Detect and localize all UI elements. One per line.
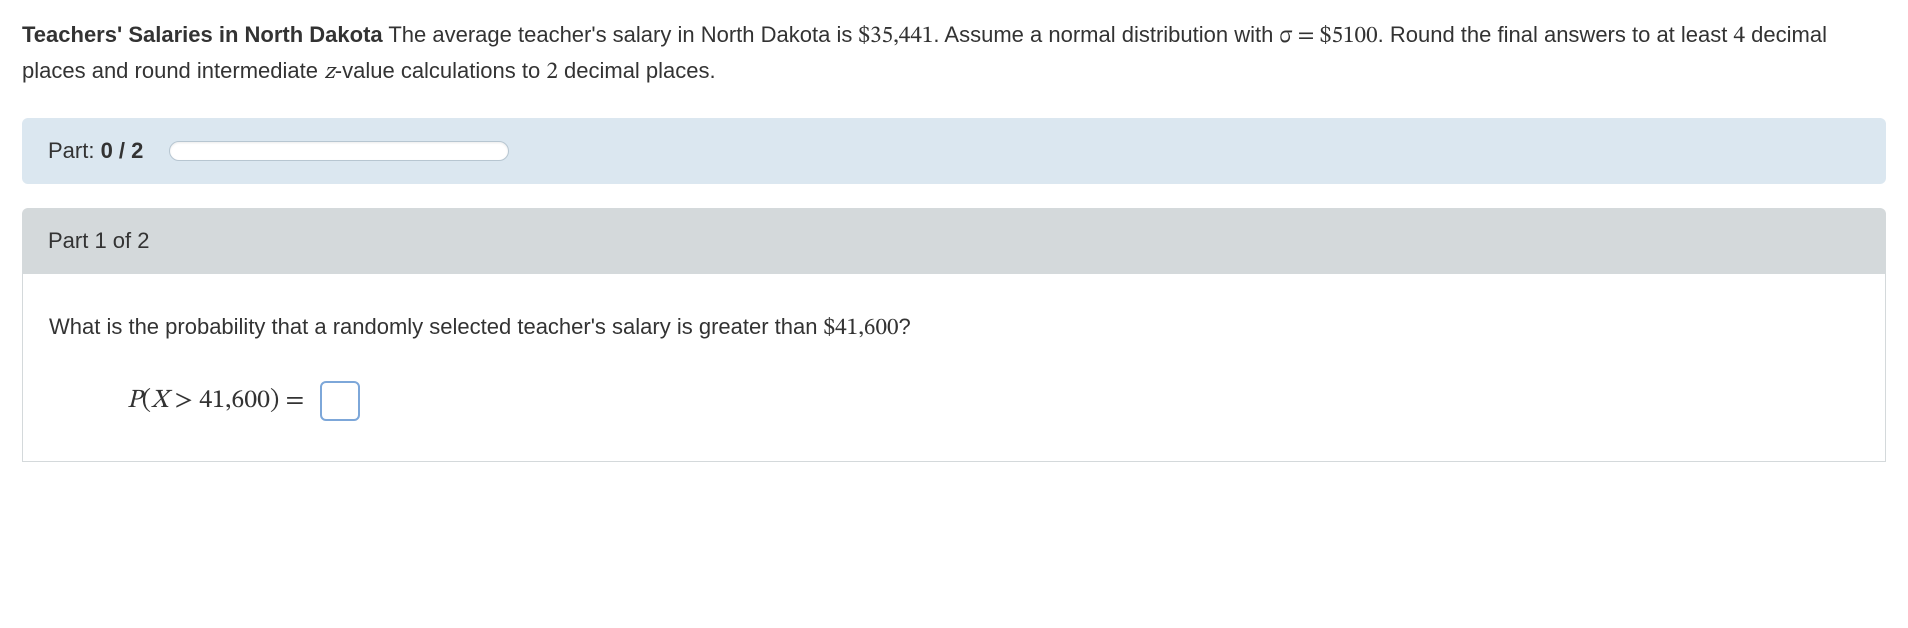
two: 2: [546, 60, 558, 84]
question-text: What is the probability that a randomly …: [49, 310, 1859, 346]
equation-expression: P(X > 41,600) =: [127, 381, 304, 421]
sigma-equals: =: [1292, 24, 1320, 48]
part-header: Part 1 of 2: [22, 208, 1886, 274]
problem-container: Teachers' Salaries in North Dakota The a…: [0, 0, 1908, 492]
question-amount: $41,600: [824, 316, 899, 340]
equals-symbol: =: [279, 388, 304, 414]
sigma-value: $5100: [1320, 24, 1378, 48]
progress-count: 0 / 2: [101, 138, 144, 163]
four: 4: [1734, 24, 1746, 48]
question-after: ?: [899, 314, 911, 339]
progress-track: [169, 141, 509, 161]
X-symbol: X: [151, 388, 168, 414]
mean-value: $35,441: [858, 24, 933, 48]
sigma-symbol: σ: [1279, 24, 1292, 48]
progress-label: Part: 0 / 2: [48, 134, 143, 168]
part-panel: Part 1 of 2 What is the probability that…: [22, 208, 1886, 462]
progress-row: Part: 0 / 2: [22, 118, 1886, 184]
part-body: What is the probability that a randomly …: [22, 274, 1886, 461]
text-5: decimal places.: [558, 58, 716, 83]
gt-symbol: >: [168, 388, 199, 414]
text-after-mean: . Assume a normal distribution with: [933, 22, 1279, 47]
text-4: -value calculations to: [335, 58, 547, 83]
text-before-mean: The average teacher's salary in North Da…: [383, 22, 859, 47]
equation-row: P(X > 41,600) =: [49, 381, 1859, 421]
question-before: What is the probability that a randomly …: [49, 314, 824, 339]
paren-open: (: [142, 388, 151, 414]
equation-value: 41,600: [199, 388, 270, 414]
progress-prefix: Part:: [48, 138, 101, 163]
text-2: . Round the final answers to at least: [1378, 22, 1734, 47]
part-header-text: Part 1 of 2: [48, 228, 150, 253]
answer-input[interactable]: [320, 381, 360, 421]
paren-close: ): [270, 388, 279, 414]
problem-title: Teachers' Salaries in North Dakota: [22, 22, 383, 47]
problem-statement: Teachers' Salaries in North Dakota The a…: [22, 18, 1886, 90]
P-symbol: P: [127, 388, 142, 414]
z-var: z: [324, 60, 335, 84]
